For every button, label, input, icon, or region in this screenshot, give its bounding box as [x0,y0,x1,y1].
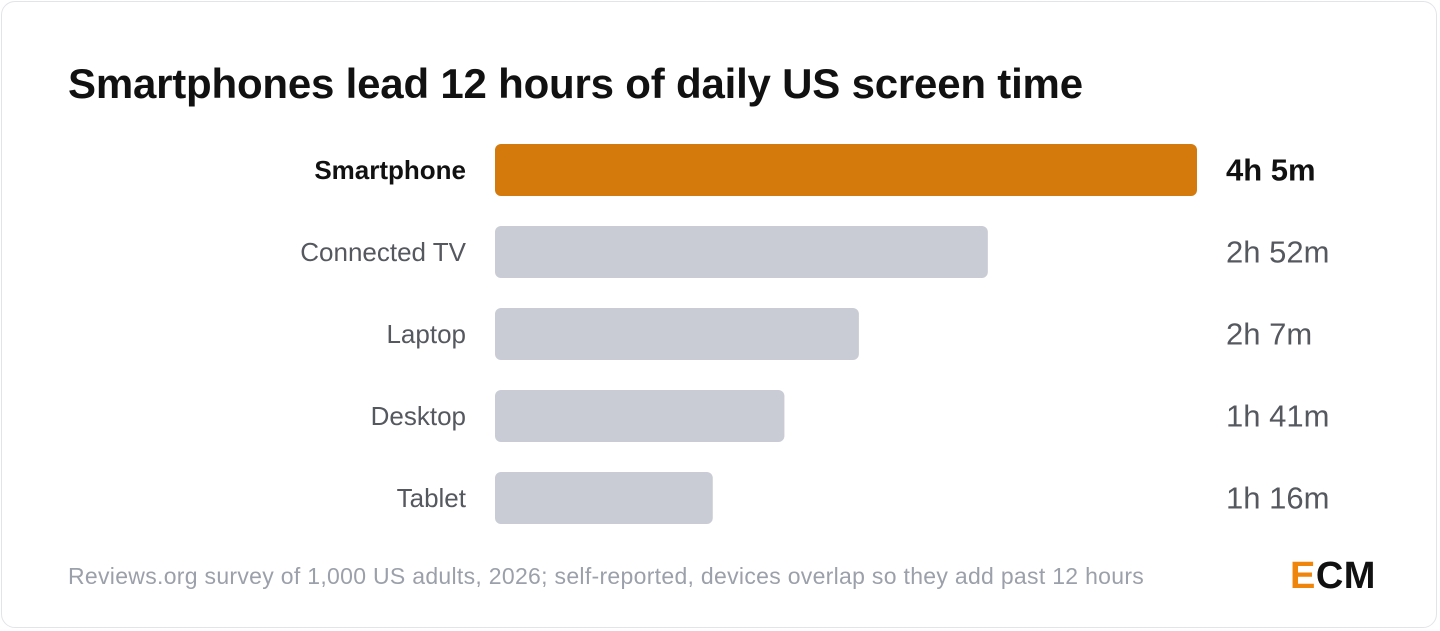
value-label: 4h 5m [1226,153,1316,188]
category-label: Tablet [397,483,467,513]
logo-letter-e: E [1290,555,1316,597]
value-label: 2h 52m [1226,235,1329,270]
category-label: Smartphone [314,155,466,185]
value-label: 2h 7m [1226,317,1312,352]
value-label: 1h 41m [1226,399,1329,434]
bar [495,226,988,278]
category-label: Connected TV [300,237,466,267]
brand-logo: ECM [1290,555,1376,598]
source-note: Reviews.org survey of 1,000 US adults, 2… [68,563,1145,589]
bar [495,308,859,360]
bar [495,144,1197,196]
category-label: Desktop [371,401,466,431]
logo-letters-cm: CM [1315,555,1376,597]
bar [495,390,785,442]
category-label: Laptop [386,319,466,349]
bar [495,472,713,524]
chart-title: Smartphones lead 12 hours of daily US sc… [68,60,1083,107]
value-label: 1h 16m [1226,481,1329,516]
